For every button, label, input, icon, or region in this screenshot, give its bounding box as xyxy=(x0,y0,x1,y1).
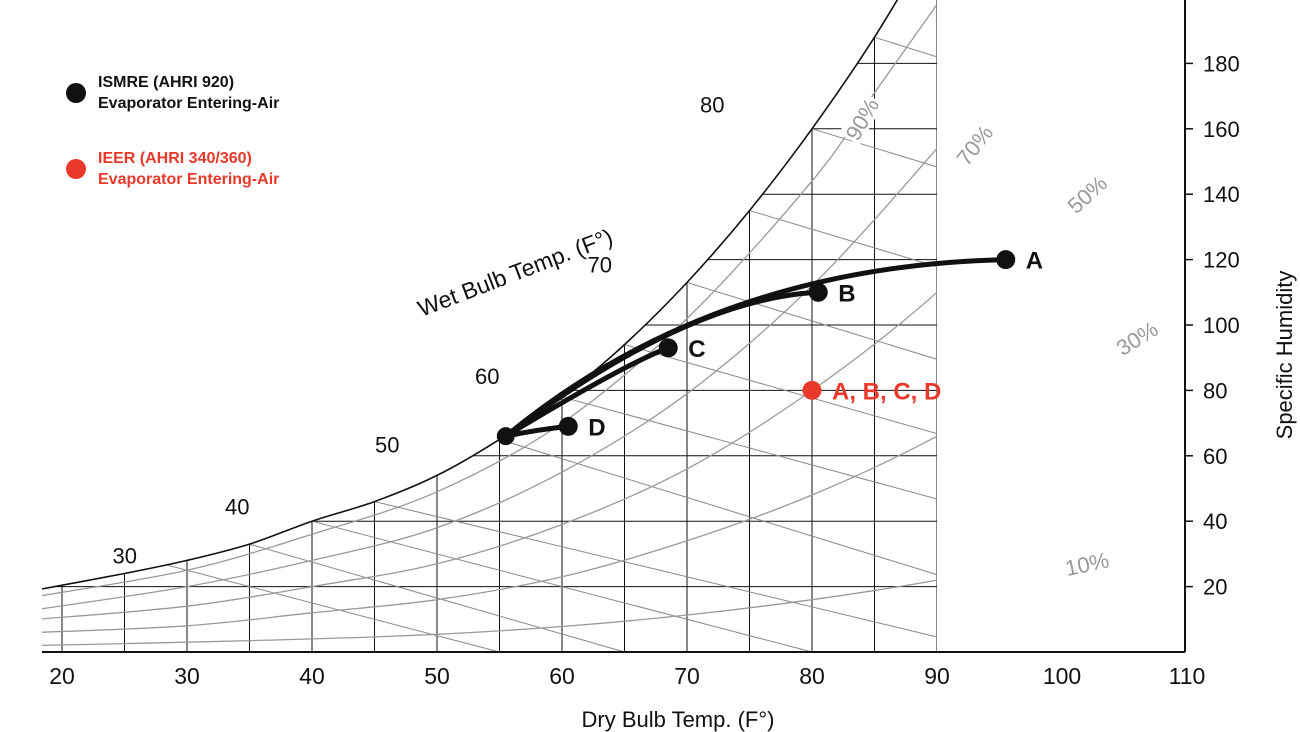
legend-item-ieer: IEER (AHRI 340/360) Evaporator Entering-… xyxy=(66,148,366,190)
x-tick-label: 80 xyxy=(799,663,825,689)
wet-bulb-axis-title: Wet Bulb Temp. (F°) xyxy=(414,223,616,321)
rh-curve xyxy=(42,0,937,620)
rh-label-bg xyxy=(1060,168,1113,219)
wet-bulb-line xyxy=(874,36,937,136)
wet-bulb-line xyxy=(561,396,937,568)
wet-bulb-line xyxy=(374,501,937,652)
process-line xyxy=(503,345,671,439)
wet-bulb-line xyxy=(624,344,937,506)
legend-marker-ismre xyxy=(66,83,86,103)
y-tick-label: 160 xyxy=(1203,117,1240,142)
y-tick-label: 120 xyxy=(1203,248,1240,273)
legend-ismre-line2: Evaporator Entering-Air xyxy=(98,95,280,112)
ismre-point xyxy=(658,338,678,358)
legend-item-ismre: ISMRE (AHRI 920) Evaporator Entering-Air xyxy=(66,72,366,114)
legend: ISMRE (AHRI 920) Evaporator Entering-Air… xyxy=(66,72,366,224)
legend-ieer-line1: IEER (AHRI 340/360) xyxy=(98,150,252,167)
legend-ieer-line2: Evaporator Entering-Air xyxy=(98,171,280,188)
point-label: A xyxy=(1026,248,1043,275)
rh-curve xyxy=(42,0,937,611)
y-tick-label: 180 xyxy=(1203,51,1240,76)
point-label: B xyxy=(838,280,855,307)
ismre-point xyxy=(808,282,828,302)
wet-bulb-line xyxy=(311,520,813,652)
y-tick-label: 60 xyxy=(1203,444,1227,469)
y-tick-label: 20 xyxy=(1203,575,1227,600)
rh-label-bg xyxy=(949,118,998,171)
rh-curve xyxy=(42,520,937,647)
x-tick-label: 60 xyxy=(549,663,575,689)
rh-label: 50% xyxy=(1063,171,1112,219)
y-axis-title: Specific Humidity xyxy=(1272,271,1297,440)
wet-bulb-label: 70 xyxy=(588,253,612,278)
x-axis-title: Dry Bulb Temp. (F°) xyxy=(582,707,775,732)
legend-label-ieer: IEER (AHRI 340/360) Evaporator Entering-… xyxy=(98,148,366,190)
x-tick-label: 30 xyxy=(174,663,200,689)
x-tick-label: 20 xyxy=(49,663,75,689)
wet-bulb-line xyxy=(811,128,937,244)
ismre-point xyxy=(558,416,578,436)
wet-bulb-line xyxy=(686,282,937,437)
x-tick-label: 40 xyxy=(299,663,325,689)
wet-bulb-line xyxy=(249,543,625,652)
wet-bulb-label: 60 xyxy=(475,364,499,389)
legend-label-ismre: ISMRE (AHRI 920) Evaporator Entering-Air xyxy=(98,72,366,114)
y-tick-label: 100 xyxy=(1203,313,1240,338)
rh-label-bg xyxy=(1109,314,1164,361)
legend-ismre-line1: ISMRE (AHRI 920) xyxy=(98,74,235,91)
rh-label-bg xyxy=(1060,546,1113,580)
ismre-point xyxy=(996,250,1016,270)
wet-bulb-label: 40 xyxy=(225,495,249,520)
rh-label: 10% xyxy=(1063,547,1111,581)
point-label: D xyxy=(588,414,605,441)
process-origin-point xyxy=(496,427,515,446)
y-tick-label: 80 xyxy=(1203,378,1227,403)
ieer-point xyxy=(802,380,822,400)
wet-bulb-line xyxy=(161,563,500,652)
legend-marker-ieer xyxy=(66,159,86,179)
point-label: C xyxy=(688,336,705,363)
x-tick-label: 110 xyxy=(1169,663,1206,689)
y-tick-label: 40 xyxy=(1203,509,1227,534)
x-tick-label: 50 xyxy=(424,663,450,689)
rh-label-bg xyxy=(838,91,884,146)
wet-bulb-label: 30 xyxy=(113,544,137,569)
process-line xyxy=(503,289,821,439)
point-label: A, B, C, D xyxy=(832,378,941,405)
wet-bulb-line xyxy=(749,210,937,342)
x-tick-label: 90 xyxy=(924,663,950,689)
x-tick-label: 100 xyxy=(1043,663,1081,689)
wet-bulb-label: 80 xyxy=(700,92,724,117)
x-tick-label: 70 xyxy=(674,663,700,689)
y-tick-label: 140 xyxy=(1203,182,1240,207)
wet-bulb-label: 50 xyxy=(375,433,399,458)
rh-curve xyxy=(42,259,937,634)
wet-bulb-line xyxy=(499,438,937,652)
